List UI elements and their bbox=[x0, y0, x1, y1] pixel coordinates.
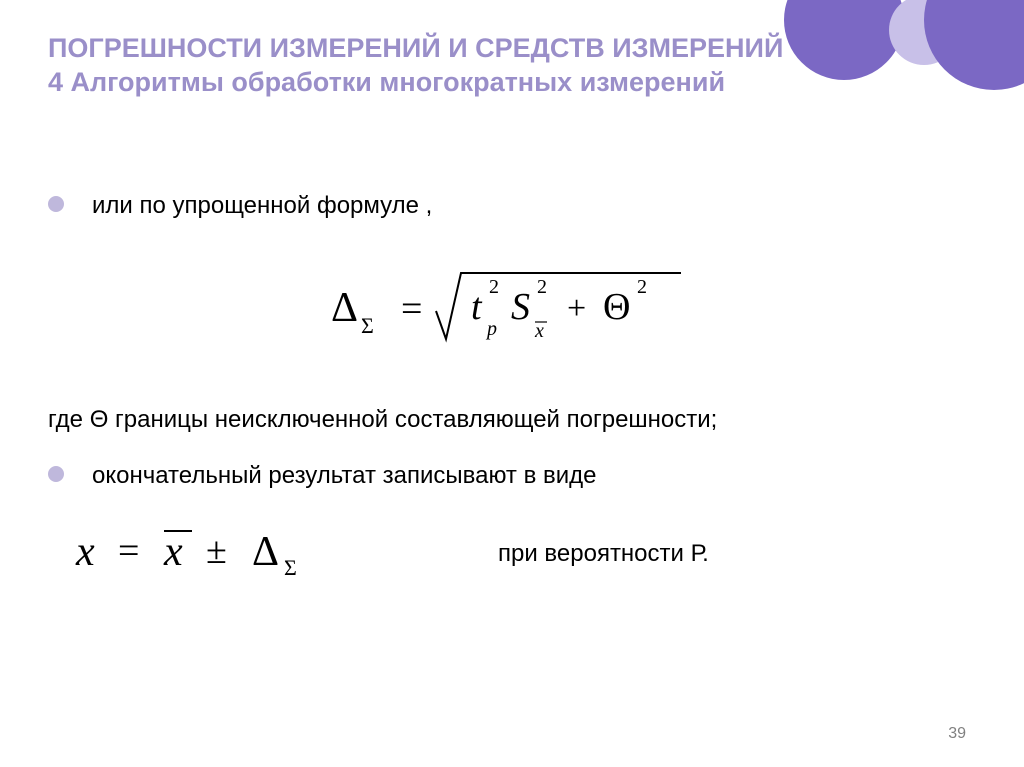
f1-plus: + bbox=[567, 290, 586, 327]
f2-sigma: Σ bbox=[284, 555, 297, 580]
formula-2: x = x ± Δ Σ bbox=[68, 521, 338, 586]
circle-3 bbox=[924, 0, 1024, 90]
f1-eq: = bbox=[401, 288, 422, 330]
f1-delta: Δ bbox=[331, 285, 358, 331]
f2-x: x bbox=[75, 529, 95, 575]
mid-text: где Θ границы неисключенной составляющей… bbox=[48, 406, 954, 434]
f1-t-sup: 2 bbox=[489, 276, 499, 298]
slide-title: ПОГРЕШНОСТИ ИЗМЕРЕНИЙ И СРЕДСТВ ИЗМЕРЕНИ… bbox=[48, 32, 824, 100]
bullet-text-1: или по упрощенной формуле , bbox=[92, 190, 432, 221]
bullet-text-2: окончательный результат записывают в вид… bbox=[92, 460, 597, 491]
f1-t-sub: p bbox=[485, 318, 497, 340]
final-text: при вероятности Р. bbox=[498, 540, 709, 568]
final-row: x = x ± Δ Σ при вероятности Р. bbox=[48, 521, 954, 586]
f1-S-sup: 2 bbox=[537, 276, 547, 298]
bullet-item-1: или по упрощенной формуле , bbox=[48, 190, 954, 221]
f1-S-sub: x bbox=[534, 320, 544, 342]
f1-theta: Θ bbox=[603, 286, 630, 328]
f2-delta: Δ bbox=[252, 529, 279, 575]
f1-sigma-sub: Σ bbox=[361, 313, 374, 338]
title-line-1: ПОГРЕШНОСТИ ИЗМЕРЕНИЙ И СРЕДСТВ ИЗМЕРЕНИ… bbox=[48, 32, 824, 66]
f2-pm: ± bbox=[206, 530, 227, 572]
bullet-item-2: окончательный результат записывают в вид… bbox=[48, 460, 954, 491]
f1-theta-sup: 2 bbox=[637, 276, 647, 298]
slide-body: или по упрощенной формуле , Δ Σ = t 2 p … bbox=[48, 190, 954, 586]
f1-t: t bbox=[471, 286, 483, 328]
f1-S: S bbox=[511, 286, 530, 328]
bullet-icon bbox=[48, 196, 64, 212]
f2-eq: = bbox=[118, 530, 139, 572]
title-line-2: 4 Алгоритмы обработки многократных измер… bbox=[48, 66, 824, 100]
bullet-icon bbox=[48, 466, 64, 482]
page-number: 39 bbox=[948, 725, 966, 743]
f2-xbar: x bbox=[163, 529, 183, 575]
formula-1: Δ Σ = t 2 p S 2 x + Θ 2 bbox=[48, 261, 954, 356]
